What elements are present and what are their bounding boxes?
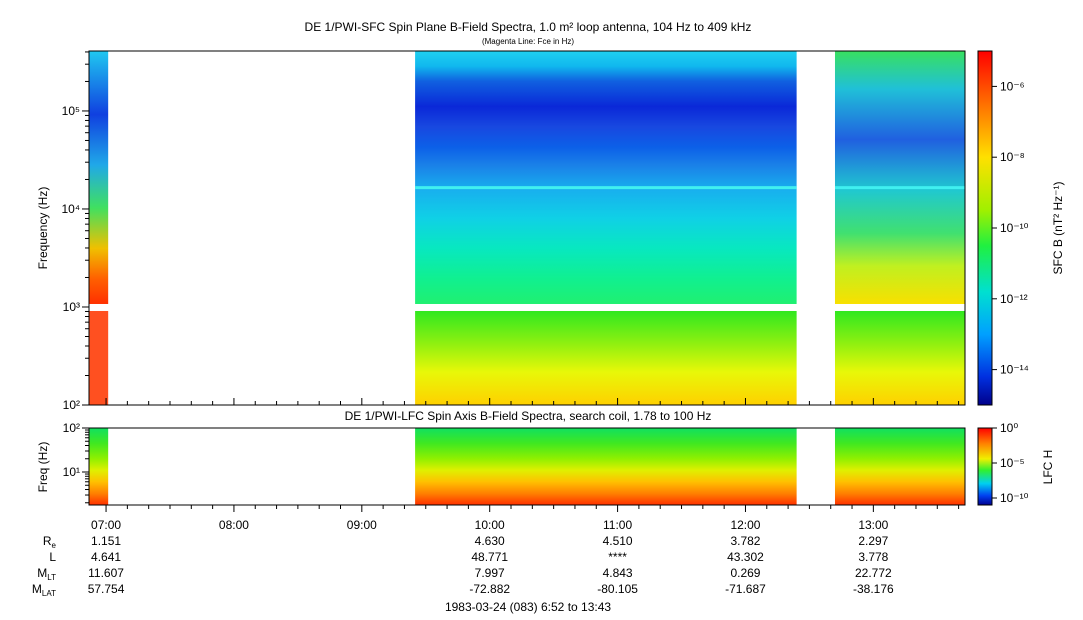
date-range-footer: 1983-03-24 (083) 6:52 to 13:43 bbox=[445, 600, 611, 614]
sfc-colorbar-label: SFC B (nT² Hz⁻¹) bbox=[1051, 182, 1065, 275]
ephemeris-row-label: MLAT bbox=[32, 582, 56, 598]
lfc-y-tick-label: 10² bbox=[63, 421, 80, 435]
ephemeris-value: 2.297 bbox=[858, 534, 888, 548]
ephemeris-label-main: M bbox=[32, 582, 42, 596]
time-tick-label: 12:00 bbox=[730, 518, 760, 532]
sfc-emission-line bbox=[415, 186, 797, 190]
sfc-colorbar-ticks: 10⁻⁶ 10⁻⁸ 10⁻¹⁰ 10⁻¹² 10⁻¹⁴ bbox=[992, 79, 1029, 377]
time-tick-label: 11:00 bbox=[603, 518, 632, 532]
lfc-colorbar: 10⁰ 10⁻⁵ 10⁻¹⁰ LFC H bbox=[977, 421, 1055, 506]
lfc-colorbar-tick-label: 10⁰ bbox=[1000, 421, 1018, 435]
ephemeris-value: 0.269 bbox=[730, 566, 760, 580]
sfc-y-tick-label: 10⁵ bbox=[62, 104, 80, 118]
ephemeris-label-sub: LT bbox=[47, 573, 56, 582]
sfc-y-axis-label: Frequency (Hz) bbox=[36, 187, 50, 270]
ephemeris-value: 4.641 bbox=[91, 550, 121, 564]
lfc-y-axis: 10¹ 10² bbox=[63, 421, 89, 504]
ephemeris-value: 4.630 bbox=[475, 534, 505, 548]
ephemeris-value: 22.772 bbox=[855, 566, 892, 580]
ephemeris-row-label: Re bbox=[43, 534, 57, 550]
sfc-colorbar-tick-label: 10⁻⁶ bbox=[1000, 79, 1025, 93]
ephemeris-label-sub: LAT bbox=[42, 589, 56, 598]
ephemeris-table: Re 1.151 4.630 4.510 3.782 2.297 L 4.641 48.771 *… bbox=[32, 534, 894, 598]
sfc-data-blocks bbox=[89, 51, 965, 405]
sfc-colorbar-fill bbox=[977, 50, 993, 406]
lfc-data-block bbox=[89, 428, 109, 505]
sfc-y-tick-label: 10³ bbox=[63, 300, 80, 314]
lfc-colorbar-tick-label: 10⁻¹⁰ bbox=[1000, 491, 1029, 505]
sfc-colorbar: 10⁻⁶ 10⁻⁸ 10⁻¹⁰ 10⁻¹² 10⁻¹⁴ SFC B (nT² Hz⁻¹) bbox=[977, 50, 1065, 406]
sfc-lower-block bbox=[89, 310, 109, 405]
ephemeris-value: 11.607 bbox=[88, 566, 124, 580]
sfc-upper-block bbox=[834, 51, 965, 304]
ephemeris-value: 1.151 bbox=[91, 534, 121, 548]
ephemeris-value: 3.778 bbox=[858, 550, 888, 564]
ephemeris-value: 7.997 bbox=[475, 566, 505, 580]
sfc-plot-frame bbox=[88, 50, 966, 406]
sfc-lower-block bbox=[834, 310, 965, 405]
lfc-colorbar-label: LFC H bbox=[1041, 450, 1055, 485]
ephemeris-value: 43.302 bbox=[727, 550, 764, 564]
ephemeris-value: 4.843 bbox=[603, 566, 633, 580]
time-tick-label: 07:00 bbox=[91, 518, 121, 532]
sfc-colorbar-tick-label: 10⁻⁸ bbox=[1000, 150, 1025, 164]
sfc-colorbar-tick-label: 10⁻¹² bbox=[1000, 292, 1028, 306]
ephemeris-label-main: L bbox=[49, 550, 56, 564]
lfc-data-blocks bbox=[89, 428, 965, 505]
lfc-data-block bbox=[415, 428, 797, 505]
time-tick-label: 08:00 bbox=[219, 518, 249, 532]
ephemeris-value: -72.882 bbox=[469, 582, 510, 596]
ephemeris-value: -71.687 bbox=[725, 582, 766, 596]
top-panel-subtitle: (Magenta Line: Fce in Hz) bbox=[482, 37, 574, 46]
ephemeris-value: 3.782 bbox=[730, 534, 760, 548]
ephemeris-value: -38.176 bbox=[853, 582, 894, 596]
ephemeris-label-main: M bbox=[37, 566, 47, 580]
ephemeris-value: -80.105 bbox=[597, 582, 638, 596]
sfc-y-axis: 10² 10³ 10⁴ 10⁵ bbox=[61, 51, 89, 412]
sfc-upper-block bbox=[415, 51, 797, 304]
ephemeris-value: 57.754 bbox=[88, 582, 125, 596]
ephemeris-value: 48.771 bbox=[471, 550, 508, 564]
sfc-colorbar-tick-label: 10⁻¹⁴ bbox=[1000, 363, 1029, 377]
lfc-y-tick-label: 10¹ bbox=[63, 465, 80, 479]
lfc-colorbar-fill bbox=[977, 427, 993, 506]
bottom-panel-title: DE 1/PWI-LFC Spin Axis B-Field Spectra, … bbox=[345, 409, 712, 423]
sfc-panel: 10² 10³ 10⁴ 10⁵ Frequency (Hz) bbox=[36, 50, 966, 412]
ephemeris-row-label: MLT bbox=[37, 566, 56, 582]
sfc-upper-block bbox=[89, 51, 109, 304]
ephemeris-row-label: L bbox=[49, 550, 56, 564]
sfc-emission-line bbox=[834, 186, 965, 190]
top-panel-title: DE 1/PWI-SFC Spin Plane B-Field Spectra,… bbox=[305, 20, 752, 34]
ephemeris-label-main: R bbox=[43, 534, 52, 548]
sfc-lower-block bbox=[415, 310, 797, 405]
time-tick-label: 09:00 bbox=[347, 518, 377, 532]
time-tick-label: 13:00 bbox=[858, 518, 888, 532]
lfc-plot-frame bbox=[88, 427, 966, 506]
ephemeris-label-sub: e bbox=[52, 541, 57, 550]
sfc-colorbar-tick-label: 10⁻¹⁰ bbox=[1000, 221, 1029, 235]
sfc-y-tick-label: 10² bbox=[63, 398, 80, 412]
lfc-colorbar-ticks: 10⁰ 10⁻⁵ 10⁻¹⁰ bbox=[992, 421, 1029, 505]
ephemeris-value: **** bbox=[608, 550, 627, 564]
lfc-data-block bbox=[834, 428, 965, 505]
lfc-panel: 10¹ 10² Freq (Hz) bbox=[36, 421, 966, 506]
lfc-y-axis-label: Freq (Hz) bbox=[36, 442, 50, 493]
ephemeris-value: 4.510 bbox=[603, 534, 633, 548]
time-axis: 07:00 08:00 09:00 10:00 11:00 12:00 13:00 bbox=[91, 398, 960, 532]
lfc-colorbar-tick-label: 10⁻⁵ bbox=[1000, 456, 1025, 470]
sfc-y-tick-label: 10⁴ bbox=[61, 202, 80, 216]
time-tick-label: 10:00 bbox=[475, 518, 505, 532]
